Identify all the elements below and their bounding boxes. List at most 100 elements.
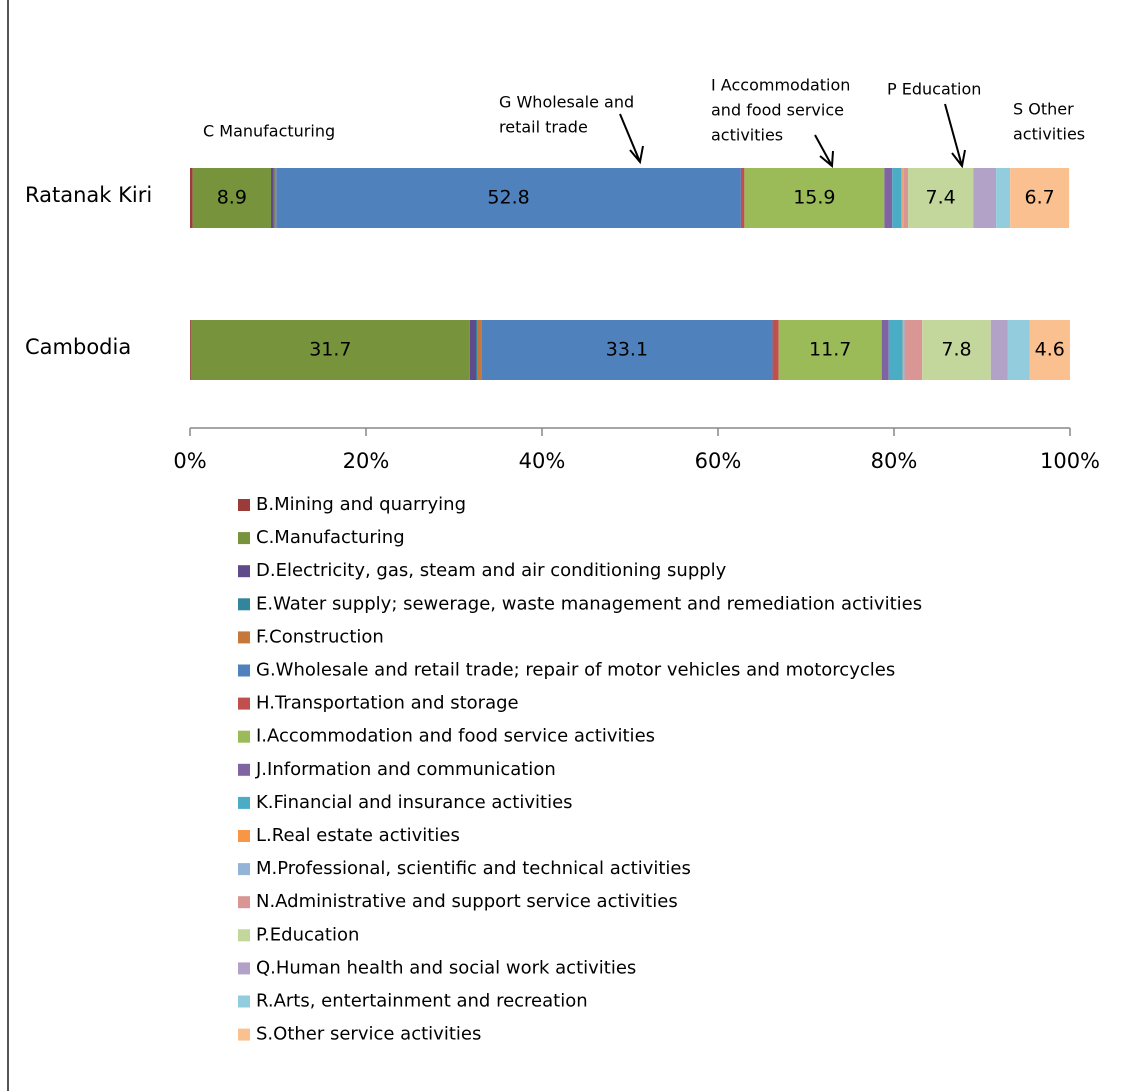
x-tick-label: 0% bbox=[173, 449, 206, 473]
x-tick-label: 20% bbox=[343, 449, 390, 473]
x-tick-label: 100% bbox=[1040, 449, 1100, 473]
bar-segment bbox=[740, 168, 745, 228]
data-label: 11.7 bbox=[809, 339, 851, 361]
legend-swatch bbox=[238, 631, 250, 644]
bar-segment bbox=[190, 320, 191, 380]
legend-label: L.Real estate activities bbox=[256, 825, 460, 846]
bar-segment bbox=[902, 168, 904, 228]
data-label: 7.4 bbox=[926, 187, 956, 209]
data-label: 52.8 bbox=[487, 187, 529, 209]
bar-segment bbox=[904, 320, 923, 380]
bar-segment bbox=[881, 320, 889, 380]
bar-segment bbox=[192, 168, 271, 228]
bar-segment bbox=[481, 320, 773, 380]
annotation: activities bbox=[1013, 125, 1085, 144]
legend-swatch bbox=[238, 499, 250, 511]
legend-swatch bbox=[238, 962, 250, 975]
data-label: 4.6 bbox=[1035, 339, 1065, 361]
bar-segment bbox=[908, 168, 974, 228]
bar-segment bbox=[903, 320, 905, 380]
category-label: Cambodia bbox=[25, 335, 131, 359]
bar-segment bbox=[901, 168, 903, 228]
legend-label: Q.Human health and social work activitie… bbox=[256, 957, 636, 978]
bar-segment bbox=[744, 168, 885, 228]
legend-label: E.Water supply; sewerage, waste manageme… bbox=[256, 593, 922, 614]
bar-segment bbox=[276, 168, 741, 228]
arrow bbox=[619, 113, 644, 165]
annotation: G Wholesale and bbox=[499, 93, 634, 112]
legend-label: G.Wholesale and retail trade; repair of … bbox=[256, 660, 895, 681]
annotation: C Manufacturing bbox=[203, 122, 335, 141]
bar-segment bbox=[888, 320, 903, 380]
data-label: 31.7 bbox=[309, 339, 351, 361]
legend-swatch bbox=[238, 796, 250, 809]
legend-label: M.Professional, scientific and technical… bbox=[256, 858, 691, 879]
legend-swatch bbox=[238, 863, 250, 876]
legend-label: C.Manufacturing bbox=[256, 527, 405, 548]
legend-label: P.Education bbox=[256, 924, 359, 945]
legend-label: S.Other service activities bbox=[256, 1024, 481, 1045]
data-label: 6.7 bbox=[1025, 187, 1055, 209]
bar-segment bbox=[1007, 320, 1030, 380]
arrow bbox=[944, 103, 966, 169]
x-tick-label: 40% bbox=[519, 449, 566, 473]
legend-swatch bbox=[238, 1028, 250, 1041]
bar-segment bbox=[973, 168, 997, 228]
bar-segment bbox=[1029, 320, 1070, 380]
legend-swatch bbox=[238, 565, 250, 578]
bar-segment bbox=[273, 168, 275, 228]
annotation: I Accommodation bbox=[711, 76, 850, 95]
bar-segment bbox=[996, 168, 1011, 228]
legend-label: F.Construction bbox=[256, 626, 384, 647]
bar-segment bbox=[190, 320, 470, 380]
data-label: 8.9 bbox=[217, 187, 247, 209]
annotation: retail trade bbox=[499, 118, 588, 137]
bar-segment bbox=[772, 320, 779, 380]
legend-swatch bbox=[238, 730, 250, 743]
bar-segment bbox=[990, 320, 1008, 380]
bar-segment bbox=[270, 168, 274, 228]
bar-segment bbox=[469, 320, 476, 380]
legend-label: B.Mining and quarrying bbox=[256, 494, 466, 515]
data-label: 33.1 bbox=[606, 339, 648, 361]
bar-segment bbox=[1010, 168, 1070, 228]
legend-label: D.Electricity, gas, steam and air condit… bbox=[256, 560, 727, 581]
legend-swatch bbox=[238, 598, 250, 611]
bar-segment bbox=[922, 320, 991, 380]
category-label: Ratanak Kiri bbox=[25, 183, 152, 207]
legend-label: N.Administrative and support service act… bbox=[256, 891, 678, 912]
x-tick-label: 80% bbox=[871, 449, 918, 473]
x-tick-label: 60% bbox=[695, 449, 742, 473]
legend-label: J.Information and communication bbox=[255, 759, 556, 780]
annotation: activities bbox=[711, 126, 783, 145]
legend-swatch bbox=[238, 995, 250, 1008]
bar-segment bbox=[477, 320, 482, 380]
legend-label: R.Arts, entertainment and recreation bbox=[256, 991, 588, 1012]
bar-segment bbox=[902, 320, 904, 380]
legend-swatch bbox=[238, 763, 250, 776]
annotation: P Education bbox=[887, 80, 981, 99]
legend-swatch bbox=[238, 896, 250, 909]
annotation: and food service bbox=[711, 101, 844, 120]
bar-segment bbox=[892, 168, 902, 228]
data-label: 15.9 bbox=[793, 187, 835, 209]
bar-segment bbox=[476, 320, 478, 380]
data-label: 7.8 bbox=[941, 339, 971, 361]
legend-label: I.Accommodation and food service activit… bbox=[256, 726, 655, 747]
legend-label: K.Financial and insurance activities bbox=[256, 792, 573, 813]
bar-segment bbox=[884, 168, 893, 228]
bar-segment bbox=[903, 168, 909, 228]
legend-label: H.Transportation and storage bbox=[256, 693, 519, 714]
bar-segment bbox=[274, 168, 277, 228]
annotation: S Other bbox=[1013, 100, 1074, 119]
legend-swatch bbox=[238, 664, 250, 677]
arrow bbox=[814, 134, 834, 169]
legend-swatch bbox=[238, 697, 250, 710]
legend-swatch bbox=[238, 532, 250, 545]
bar-segment bbox=[190, 168, 193, 228]
legend-swatch bbox=[238, 830, 250, 842]
annotation-arrows bbox=[619, 103, 966, 169]
bar-segment bbox=[778, 320, 882, 380]
legend-swatch bbox=[238, 929, 250, 942]
